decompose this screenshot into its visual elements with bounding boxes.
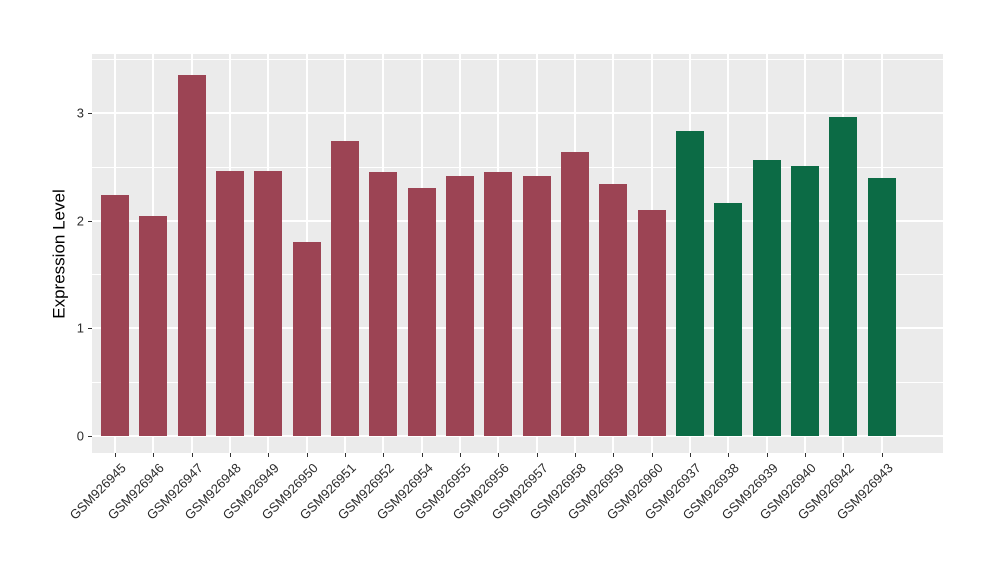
x-tick-mark — [613, 453, 615, 457]
bar-GSM926937 — [676, 131, 704, 436]
bar-GSM926959 — [599, 183, 628, 436]
bar-GSM926949 — [254, 171, 283, 436]
bar-GSM926950 — [292, 242, 321, 436]
bar-GSM926952 — [369, 172, 398, 436]
x-tick-mark — [421, 453, 423, 457]
bar-GSM926942 — [829, 117, 858, 436]
major-gridline — [92, 435, 943, 437]
bar-GSM926940 — [791, 165, 819, 436]
x-tick-mark — [498, 453, 500, 457]
x-tick-mark — [651, 453, 653, 457]
y-tick-mark — [88, 328, 92, 330]
x-tick-mark — [230, 453, 231, 457]
y-tick-label: 3 — [76, 105, 84, 121]
bar-GSM926955 — [446, 176, 474, 436]
minor-gridline — [92, 59, 943, 61]
bar-GSM926945 — [101, 194, 129, 436]
bar-GSM926939 — [752, 160, 781, 436]
y-tick-mark — [88, 220, 92, 222]
x-tick-mark — [115, 453, 116, 457]
bar-GSM926958 — [561, 151, 589, 436]
x-tick-mark — [153, 453, 155, 457]
bar-GSM926938 — [714, 203, 743, 436]
y-tick-label: 1 — [76, 320, 84, 336]
bar-GSM926947 — [177, 75, 206, 436]
y-tick-label: 0 — [76, 428, 84, 444]
bar-GSM926948 — [216, 171, 244, 436]
x-tick-mark — [306, 453, 308, 457]
bar-GSM926957 — [522, 176, 551, 436]
x-tick-mark — [843, 453, 845, 457]
plot-panel — [92, 54, 943, 453]
minor-gridline — [92, 274, 943, 276]
bar-GSM926954 — [407, 188, 436, 436]
major-gridline — [92, 219, 943, 222]
bar-GSM926943 — [867, 177, 896, 436]
x-tick-mark — [881, 453, 883, 457]
x-tick-mark — [460, 453, 461, 457]
y-tick-label: 2 — [76, 213, 84, 229]
x-tick-mark — [766, 453, 768, 457]
x-tick-mark — [728, 453, 730, 457]
major-gridline — [92, 327, 943, 330]
bar-GSM926946 — [139, 216, 168, 436]
bar-GSM926951 — [331, 140, 359, 436]
y-axis-title: Expression Level — [49, 188, 69, 319]
x-tick-mark — [805, 453, 806, 457]
x-tick-mark — [191, 453, 193, 457]
major-gridline — [92, 111, 943, 114]
minor-gridline — [92, 166, 943, 168]
x-tick-mark — [575, 453, 576, 457]
x-tick-mark — [536, 453, 538, 457]
x-tick-mark — [268, 453, 270, 457]
bar-GSM926960 — [637, 209, 666, 436]
y-tick-mark — [88, 112, 92, 114]
y-tick-mark — [88, 436, 92, 437]
minor-gridline — [92, 382, 943, 384]
bar-GSM926956 — [484, 172, 513, 436]
x-tick-mark — [345, 453, 346, 457]
x-tick-mark — [690, 453, 691, 457]
x-tick-mark — [383, 453, 385, 457]
